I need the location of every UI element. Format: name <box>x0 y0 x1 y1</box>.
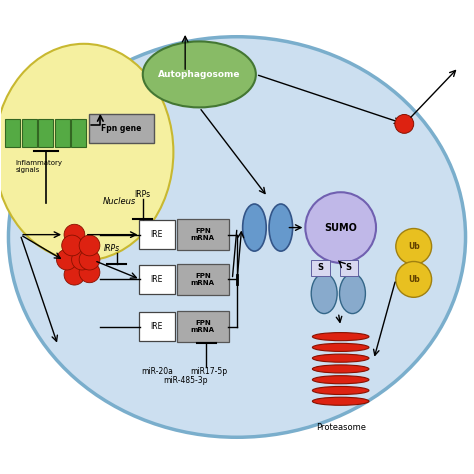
Text: Ub: Ub <box>408 242 419 251</box>
Ellipse shape <box>312 376 369 384</box>
Text: miR-485-3p: miR-485-3p <box>163 376 208 385</box>
Text: IRE: IRE <box>151 230 163 239</box>
FancyBboxPatch shape <box>55 119 70 147</box>
FancyBboxPatch shape <box>89 114 154 144</box>
Text: IRE: IRE <box>151 322 163 331</box>
FancyBboxPatch shape <box>5 119 20 147</box>
Ellipse shape <box>312 354 369 362</box>
Text: miR-20a: miR-20a <box>141 367 173 376</box>
Ellipse shape <box>312 365 369 373</box>
Ellipse shape <box>312 343 369 351</box>
Text: IRPs: IRPs <box>135 190 151 199</box>
Circle shape <box>395 115 414 133</box>
Text: Fpn gene: Fpn gene <box>101 124 142 133</box>
FancyBboxPatch shape <box>22 119 36 147</box>
Circle shape <box>72 249 92 270</box>
Circle shape <box>396 262 432 297</box>
Circle shape <box>396 228 432 264</box>
FancyBboxPatch shape <box>177 311 229 342</box>
Text: S: S <box>318 263 323 272</box>
Circle shape <box>79 249 100 270</box>
FancyBboxPatch shape <box>71 119 86 147</box>
Ellipse shape <box>312 397 369 405</box>
Ellipse shape <box>0 44 173 261</box>
FancyBboxPatch shape <box>38 119 53 147</box>
Circle shape <box>305 192 376 263</box>
Circle shape <box>64 224 85 245</box>
Text: S: S <box>346 263 352 272</box>
Ellipse shape <box>269 204 292 251</box>
Circle shape <box>62 235 82 256</box>
Text: FPN
mRNA: FPN mRNA <box>191 320 215 333</box>
Text: miR17-5p: miR17-5p <box>190 367 228 376</box>
Ellipse shape <box>243 204 266 251</box>
Text: SUMO: SUMO <box>324 223 357 233</box>
FancyBboxPatch shape <box>311 260 330 276</box>
Circle shape <box>79 235 100 256</box>
FancyBboxPatch shape <box>139 220 175 249</box>
FancyBboxPatch shape <box>177 219 229 250</box>
Text: FPN
mRNA: FPN mRNA <box>191 228 215 241</box>
Text: Autophagosome: Autophagosome <box>158 70 240 79</box>
Ellipse shape <box>312 333 369 341</box>
Ellipse shape <box>143 41 256 108</box>
FancyBboxPatch shape <box>340 260 358 276</box>
Text: Ub: Ub <box>408 275 419 284</box>
Ellipse shape <box>312 386 369 394</box>
Ellipse shape <box>9 36 465 438</box>
Text: FPN
mRNA: FPN mRNA <box>191 273 215 286</box>
Circle shape <box>79 262 100 283</box>
FancyBboxPatch shape <box>139 312 175 341</box>
Text: Proteasome: Proteasome <box>316 423 365 432</box>
FancyBboxPatch shape <box>177 264 229 295</box>
Circle shape <box>64 264 85 285</box>
Text: Nucleus: Nucleus <box>102 197 136 206</box>
Text: Inflammatory
signals: Inflammatory signals <box>16 160 63 173</box>
Text: IRE: IRE <box>151 275 163 284</box>
Circle shape <box>56 249 77 270</box>
FancyBboxPatch shape <box>139 265 175 294</box>
Text: IRPs: IRPs <box>104 244 120 253</box>
Ellipse shape <box>311 273 337 314</box>
Ellipse shape <box>339 273 365 314</box>
